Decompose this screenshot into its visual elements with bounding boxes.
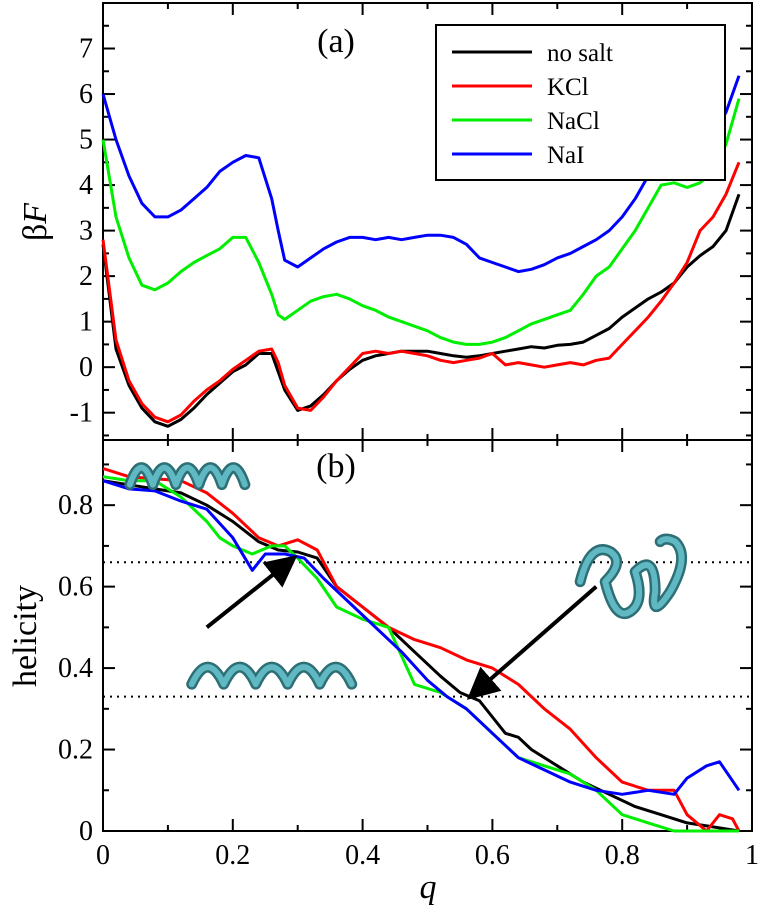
x-axis-title: q	[420, 869, 437, 906]
panel-a-series	[101, 75, 741, 428]
helix-ribbon	[188, 664, 355, 688]
helix-structure-image-full-helix	[124, 462, 251, 491]
x-tick-label: 0.4	[345, 840, 380, 871]
panel-b-y-ticks: 0 0.2 0.4 0.6 0.8	[58, 463, 752, 847]
legend-label: NaI	[547, 142, 584, 169]
panel-b-series	[102, 467, 741, 833]
y-tick-label: -1	[70, 398, 93, 429]
y-tick-label: 0	[79, 816, 93, 847]
panel-b-frame	[102, 439, 753, 832]
helix-structure-image-partial-helix	[186, 661, 358, 690]
legend-label: KCl	[547, 74, 589, 101]
legend-label: no salt	[547, 40, 613, 67]
legend: no salt KCl NaCl NaI	[435, 24, 726, 181]
panel-b-y-axis-title: helicity	[7, 585, 44, 687]
y-tick-label: 6	[79, 79, 93, 110]
annotation-arrow	[466, 585, 598, 700]
y-tick-label: 7	[79, 34, 93, 65]
x-tick-label: 1	[745, 840, 759, 871]
legend-label: NaCl	[547, 108, 600, 135]
y-tick-label: 2	[79, 261, 93, 292]
y-tick-label: 0.4	[58, 653, 93, 684]
series-line-nacl	[102, 475, 739, 833]
series-line-nai	[102, 479, 741, 796]
panel-b-helicity: 0 0.2 0.4 0.6 0.8 0 0.2 0.4 0.6 0.8 1 (b) helicit…	[7, 3, 759, 906]
helix-structure-image-hairpin	[574, 533, 688, 619]
y-tick-label: 0.6	[58, 572, 93, 603]
annotation-arrow	[205, 555, 298, 629]
series-line-nai	[101, 75, 741, 274]
helix-ribbon	[577, 536, 685, 617]
panel-a-y-axis-title: βF	[17, 202, 54, 241]
y-tick-label: 3	[79, 216, 93, 247]
panel-a-y-ticks: -1 0 1 2 3 4 5 6 7	[70, 24, 752, 437]
y-tick-label: 4	[79, 170, 93, 201]
panel-b-label: (b)	[316, 448, 356, 485]
y-tick-label: 0.8	[58, 490, 93, 521]
y-tick-label: 1	[79, 307, 93, 338]
panel-a-x-ticks	[102, 3, 753, 440]
x-tick-label: 0.6	[475, 840, 510, 871]
x-tick-label: 0	[96, 840, 110, 871]
panel-b-x-ticks: 0 0.2 0.4 0.6 0.8 1	[96, 3, 759, 871]
y-tick-label: 0.2	[58, 735, 93, 766]
series-line-no-salt	[101, 193, 741, 428]
panel-a-label: (a)	[317, 23, 355, 60]
panel-a-free-energy: -1 0 1 2 3 4 5 6 7 (a) βF no salt KCl NaCl NaI	[17, 2, 753, 441]
y-tick-label: 5	[79, 125, 93, 156]
series-line-kcl	[102, 467, 741, 833]
x-tick-label: 0.8	[605, 840, 640, 871]
series-line-no-salt	[102, 479, 740, 833]
x-tick-label: 0.2	[215, 840, 250, 871]
series-line-nacl	[101, 98, 741, 346]
series-line-kcl	[101, 161, 741, 424]
helix-ribbon	[126, 464, 248, 488]
y-tick-label: 0	[79, 352, 93, 383]
panel-b-annotations	[124, 462, 688, 700]
